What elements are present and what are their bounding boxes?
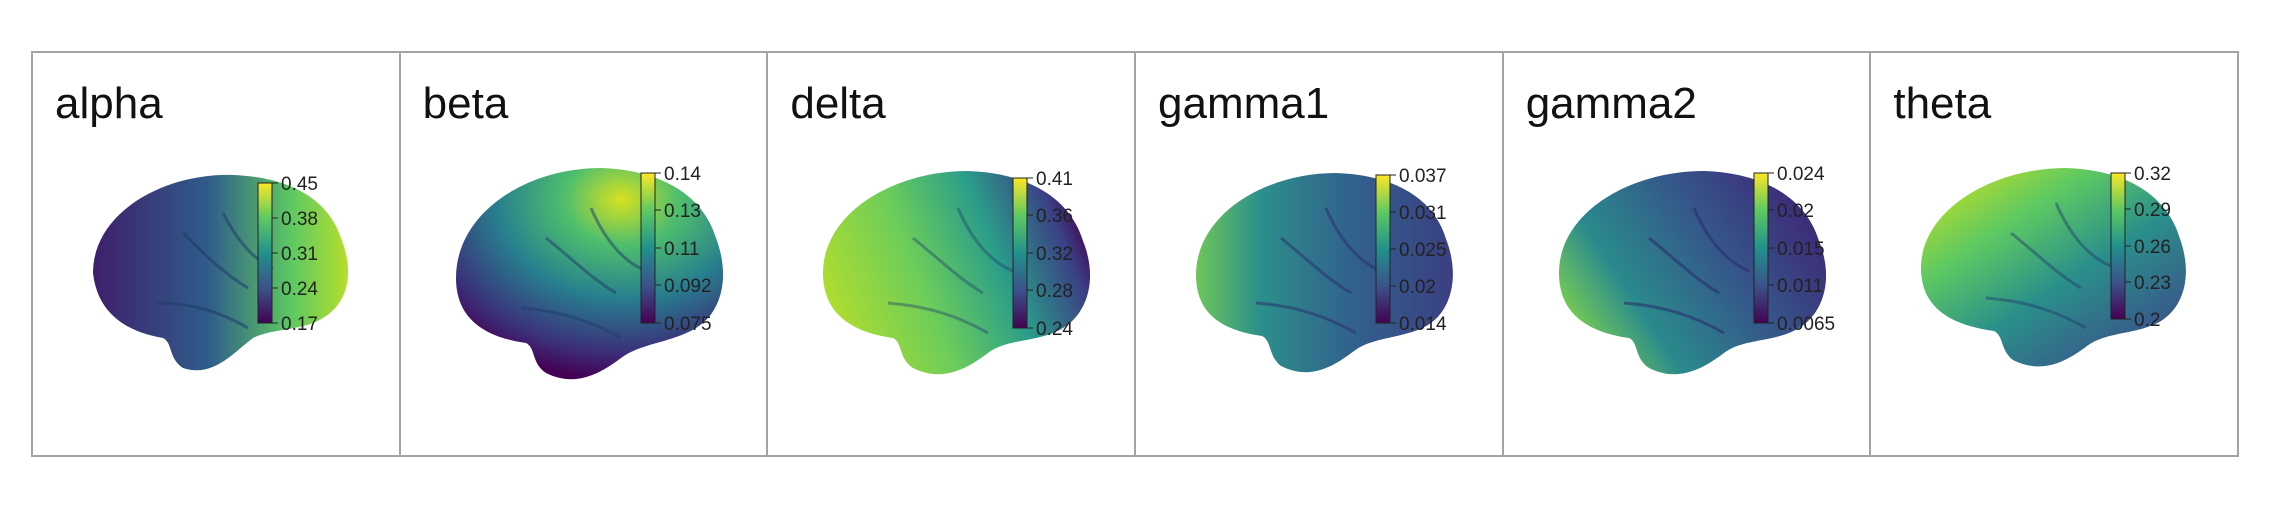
colorbar-tick: 0.0065 (1777, 314, 1835, 335)
panel-title: alpha (55, 79, 163, 128)
colorbar-tick: 0.45 (281, 174, 318, 195)
colorbar-tick: 0.26 (2134, 237, 2171, 258)
colorbar (1012, 177, 1028, 329)
brain-map-beta: 0.14 0.13 0.11 0.092 0.075 (441, 153, 767, 433)
panel-title: gamma1 (1158, 79, 1330, 128)
colorbar-tick: 0.23 (2134, 273, 2171, 294)
colorbar-tick: 0.024 (1777, 164, 1825, 185)
colorbar-tick: 0.02 (1399, 277, 1436, 298)
colorbar-tick: 0.17 (281, 314, 318, 335)
colorbar-tick: 0.075 (664, 314, 712, 335)
colorbar-tick: 0.14 (664, 164, 701, 185)
colorbar-tick: 0.014 (1399, 314, 1447, 335)
colorbar-tick: 0.2 (2134, 310, 2160, 331)
colorbar (1375, 174, 1391, 324)
panel-title: beta (422, 79, 509, 128)
panel-gamma1: gamma1 (1136, 53, 1504, 455)
brain-map-gamma1: 0.037 0.031 0.025 0.02 0.014 (1176, 153, 1502, 433)
colorbar-tick: 0.32 (2134, 164, 2171, 185)
colorbar-tick: 0.36 (1036, 206, 1073, 227)
colorbar-tick: 0.092 (664, 276, 712, 297)
panel-title: gamma2 (1525, 79, 1697, 128)
colorbar-tick: 0.32 (1036, 244, 1073, 265)
colorbar (640, 172, 656, 324)
colorbar-tick: 0.11 (664, 239, 700, 260)
colorbar (2110, 172, 2126, 320)
colorbar-tick: 0.037 (1399, 166, 1447, 187)
brain-map-alpha: 0.45 0.38 0.31 0.24 0.17 (73, 153, 399, 433)
panel-beta: beta (401, 53, 769, 455)
colorbar-tick: 0.29 (2134, 200, 2171, 221)
colorbar (1753, 172, 1769, 324)
brain-map-gamma2: 0.024 0.02 0.015 0.011 0.0065 (1544, 153, 1870, 433)
colorbar-tick: 0.24 (1036, 319, 1073, 340)
colorbar-tick: 0.38 (281, 209, 318, 230)
colorbar-tick: 0.31 (281, 244, 318, 265)
colorbar-tick: 0.025 (1399, 240, 1447, 261)
brain-map-theta: 0.32 0.29 0.26 0.23 0.2 (1911, 153, 2237, 433)
band-panel-strip: alpha (31, 51, 2239, 457)
colorbar-tick: 0.031 (1399, 203, 1447, 224)
colorbar-tick: 0.13 (664, 201, 701, 222)
cortex-surface (93, 174, 349, 371)
panel-theta: theta (1871, 53, 2237, 455)
colorbar-tick: 0.011 (1777, 276, 1823, 297)
colorbar-tick: 0.24 (281, 279, 318, 300)
panel-alpha: alpha (33, 53, 401, 455)
colorbar-tick: 0.41 (1036, 169, 1073, 190)
panel-delta: delta (768, 53, 1137, 455)
colorbar-tick: 0.28 (1036, 281, 1073, 302)
panel-gamma2: gamma2 (1504, 53, 1872, 455)
panel-title: delta (790, 79, 886, 128)
colorbar (257, 182, 273, 324)
colorbar-tick: 0.02 (1777, 201, 1814, 222)
panel-title: theta (1893, 79, 1992, 128)
brain-map-delta: 0.41 0.36 0.32 0.28 0.24 (808, 153, 1134, 433)
colorbar-tick: 0.015 (1777, 239, 1825, 260)
